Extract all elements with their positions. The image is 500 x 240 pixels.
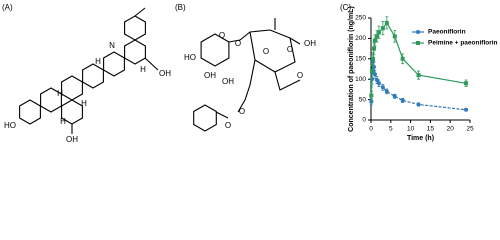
y-axis-label: Concentration of paeoniflorin (ng/mL) [348, 6, 355, 132]
panel-label: (B) [175, 3, 186, 12]
marker [370, 56, 375, 61]
marker [464, 81, 469, 86]
atom-label: OH [204, 71, 216, 80]
bond [19, 99, 41, 125]
atom-label: O [225, 121, 231, 130]
bond [124, 39, 146, 65]
atom-label: O [219, 31, 225, 40]
marker [374, 34, 379, 39]
y-tick-label: 0 [362, 117, 366, 124]
panel-label: (A) [2, 3, 13, 12]
atom-label: O [287, 45, 293, 54]
x-tick-label: 15 [427, 126, 435, 133]
bond [228, 29, 301, 45]
atom-label: HO [184, 53, 196, 62]
marker [376, 81, 381, 86]
bond [103, 51, 125, 77]
atom-label: OH [304, 39, 316, 48]
atom-label: O [263, 47, 269, 56]
marker [380, 26, 385, 31]
marker [384, 20, 389, 25]
marker [376, 30, 381, 35]
x-axis-label: Time (h) [407, 135, 434, 142]
marker [464, 107, 469, 112]
panel-label: (C) [340, 3, 351, 12]
marker [372, 38, 377, 43]
x-tick-label: 20 [447, 126, 455, 133]
bond [144, 57, 159, 71]
bond [200, 33, 230, 67]
legend-marker [416, 41, 420, 45]
atom-label: N [109, 41, 115, 50]
marker [392, 94, 397, 99]
y-tick-label: 150 [355, 56, 366, 63]
marker [392, 34, 397, 39]
legend-label: Paeoniflorin [428, 29, 466, 36]
marker [416, 73, 421, 78]
y-tick-label: 200 [355, 35, 366, 42]
atom-label: OH [222, 77, 234, 86]
bond [193, 104, 217, 132]
atom-label: H [57, 89, 63, 98]
atom-label: HO [4, 121, 16, 130]
bond [134, 7, 146, 17]
x-tick-label: 25 [466, 126, 474, 133]
legend-label: Peimine + paeoniflorin [428, 40, 498, 47]
marker [380, 85, 385, 90]
atom-label: H [60, 117, 66, 126]
atom-label: OH [159, 69, 171, 78]
series-line [370, 60, 467, 111]
y-tick-label: 50 [359, 96, 367, 103]
x-tick-label: 10 [407, 126, 415, 133]
atom-label: OH [66, 135, 78, 144]
marker [416, 102, 421, 107]
x-tick-label: 0 [369, 126, 373, 133]
atom-label: O [239, 107, 245, 116]
marker [369, 93, 374, 98]
marker [400, 98, 405, 103]
atom-label: O [235, 39, 241, 48]
marker [384, 89, 389, 94]
marker [372, 72, 377, 77]
marker [374, 78, 379, 83]
marker [371, 46, 376, 51]
legend-marker [416, 30, 420, 34]
marker [369, 69, 374, 74]
atom-label: H [95, 57, 101, 66]
bond [237, 59, 256, 113]
marker [400, 56, 405, 61]
bond [124, 15, 146, 41]
chart: 0 50 100 150 200 250 0 5 10 15 20 25 Time (h) Concent… [348, 6, 498, 142]
y-tick-label: 250 [355, 15, 366, 22]
atom-label: O [297, 71, 303, 80]
bond [61, 75, 83, 101]
marker [369, 99, 374, 104]
bond [215, 111, 229, 119]
y-tick-label: 100 [355, 76, 366, 83]
bond [82, 63, 104, 89]
bond [274, 71, 301, 91]
atom-label: H [81, 99, 87, 108]
atom-label: H [140, 65, 146, 74]
x-tick-label: 5 [389, 126, 393, 133]
